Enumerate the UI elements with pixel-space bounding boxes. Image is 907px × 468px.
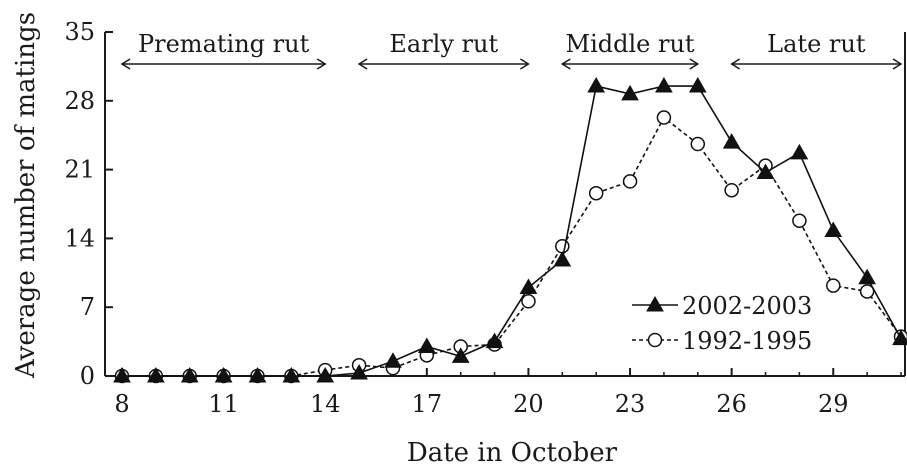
data-point: [350, 364, 368, 380]
data-point: [858, 268, 876, 285]
data-point: [792, 213, 807, 228]
y-tick-label: 35: [64, 18, 95, 46]
data-point: [555, 239, 570, 254]
data-point: [214, 366, 233, 383]
data-point: [588, 185, 604, 201]
axes: 0 7 14 21 28 35 8 11 14 17 20 23 26 29: [64, 18, 906, 418]
data-point: [756, 163, 775, 180]
x-tick-label: 23: [615, 390, 646, 418]
series-lines: [113, 77, 907, 384]
legend-marker: [647, 332, 663, 348]
phase-label: Premating rut: [138, 30, 310, 58]
legend: 2002-2003 1992-1995: [632, 292, 812, 355]
legend-marker: [646, 295, 664, 312]
data-point: [859, 284, 875, 299]
phase-arrowhead-right: [316, 58, 327, 70]
data-point: [690, 136, 706, 152]
series-2002-2003: [113, 77, 907, 383]
phase-arrowhead-left: [730, 58, 741, 70]
x-tick-label: 8: [114, 390, 129, 418]
data-point: [417, 337, 436, 354]
data-point: [384, 352, 402, 368]
data-point: [826, 278, 841, 293]
data-point: [688, 77, 707, 93]
x-tick-label: 14: [310, 390, 341, 418]
data-point: [519, 278, 538, 295]
data-point: [892, 329, 907, 346]
data-point: [622, 174, 638, 189]
y-tick-label: 14: [64, 224, 95, 252]
data-point: [655, 77, 673, 93]
x-axis-title: Date in October: [407, 438, 618, 468]
data-point: [656, 110, 672, 125]
data-point: [113, 366, 131, 383]
y-tick-label: 21: [64, 156, 95, 184]
rut-phase-annotations: Premating rut Early rut Middle rut Late rut: [120, 30, 903, 70]
data-point: [451, 347, 470, 363]
legend-label: 1992-1995: [682, 327, 812, 355]
phase-arrowhead-right: [520, 58, 530, 70]
data-point: [621, 84, 639, 101]
data-point: [587, 77, 606, 93]
data-point: [180, 366, 199, 383]
data-point: [521, 294, 536, 309]
x-tick-label: 20: [513, 390, 544, 418]
x-tick-label: 29: [818, 390, 849, 418]
x-tick-label: 11: [208, 390, 239, 418]
data-point: [553, 251, 572, 267]
y-tick-label: 7: [80, 293, 95, 321]
data-point: [724, 182, 739, 198]
phase-arrowhead-right: [689, 58, 700, 70]
phase-arrowhead-left: [120, 58, 131, 70]
y-tick-label: 0: [80, 362, 95, 390]
data-point: [824, 221, 843, 238]
data-point: [316, 366, 335, 383]
y-tick-label: 28: [64, 87, 95, 115]
data-point: [282, 366, 301, 383]
legend-label: 2002-2003: [682, 292, 812, 320]
phase-label: Early rut: [389, 30, 498, 58]
phase-label: Middle rut: [566, 30, 695, 58]
phase-label: Late rut: [767, 30, 866, 58]
data-point: [722, 133, 741, 149]
y-axis-title: Average number of matings: [11, 12, 41, 379]
phase-arrowhead-left: [560, 58, 571, 70]
series-line: [122, 85, 902, 377]
data-point: [147, 366, 165, 383]
x-tick-label: 26: [716, 390, 747, 418]
data-point: [485, 332, 504, 349]
phase-arrowhead-left: [357, 58, 368, 70]
x-tick-label: 17: [412, 390, 443, 418]
phase-arrowhead-right: [892, 58, 903, 70]
data-point: [248, 366, 267, 383]
data-point: [790, 143, 809, 160]
